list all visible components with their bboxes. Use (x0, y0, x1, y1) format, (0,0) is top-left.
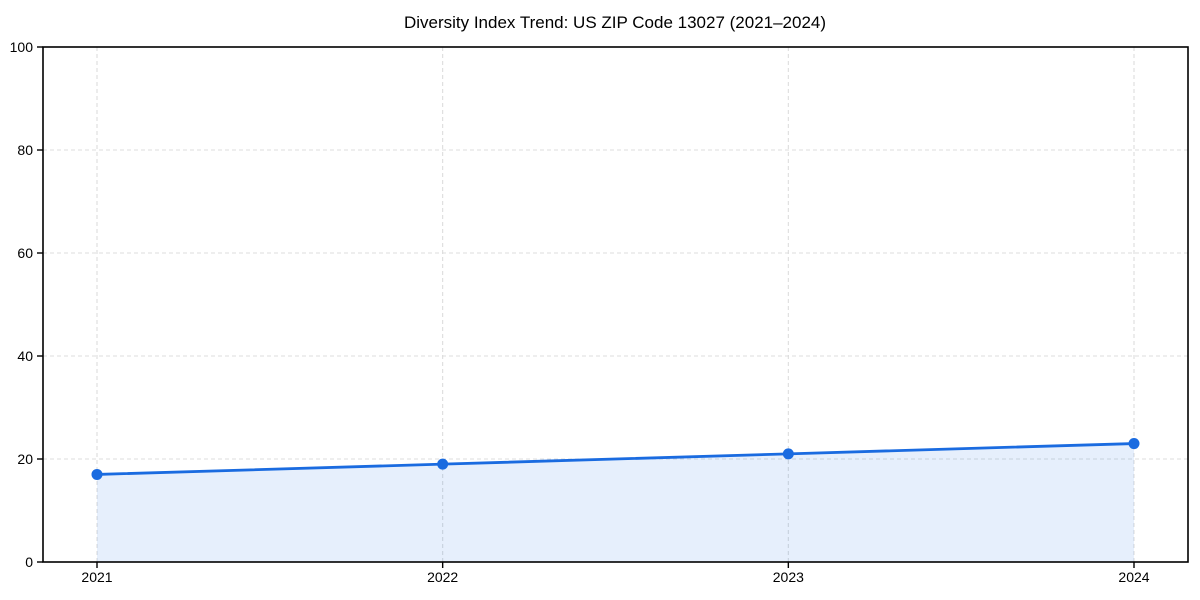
chart-title: Diversity Index Trend: US ZIP Code 13027… (404, 13, 826, 32)
axes-frame (42, 46, 1189, 563)
y-tick-label: 40 (17, 348, 33, 364)
plot-area: 0 20 40 60 80 100 2021 2022 2023 2024 (10, 39, 1189, 585)
x-tick-label: 2023 (773, 569, 804, 585)
y-tick-label: 0 (25, 554, 33, 570)
data-point (91, 468, 103, 480)
x-tick-label: 2021 (81, 569, 112, 585)
x-tick-label: 2022 (427, 569, 458, 585)
data-point (437, 458, 449, 470)
y-tick-label: 80 (17, 142, 33, 158)
y-tick-label: 100 (10, 39, 34, 55)
trend-line (95, 442, 1136, 476)
y-tick-label: 60 (17, 245, 33, 261)
area-fill (97, 443, 1134, 562)
y-tick-label: 20 (17, 451, 33, 467)
x-tick-label: 2024 (1118, 569, 1149, 585)
data-point (782, 448, 794, 460)
data-point (1128, 438, 1140, 450)
